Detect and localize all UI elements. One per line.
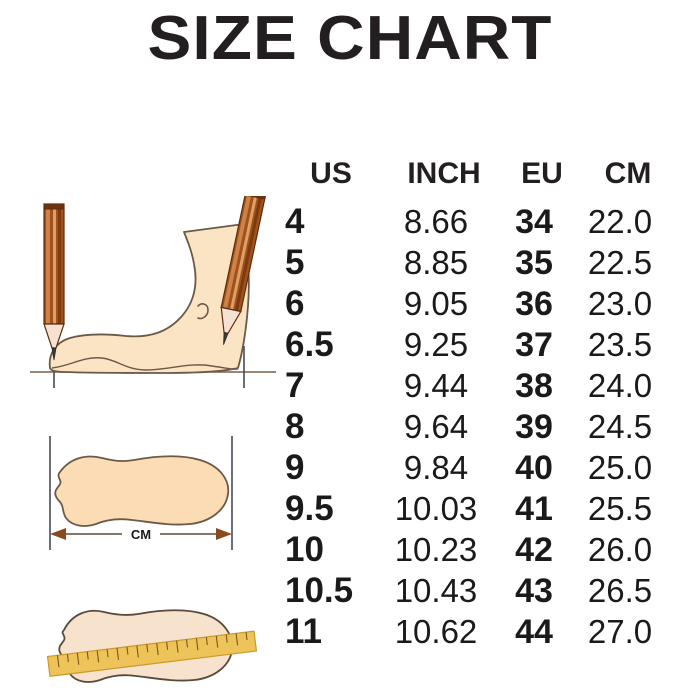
cell-eu: 44 <box>515 613 553 651</box>
table-row: 6 9.05 36 23.0 <box>285 284 675 325</box>
cm-dimension-label: CM <box>131 527 151 542</box>
cell-us: 6.5 <box>285 325 334 364</box>
cell-inch: 9.44 <box>403 367 469 404</box>
cell-eu: 43 <box>515 572 553 610</box>
cell-cm: 23.0 <box>587 285 653 322</box>
cell-us: 11 <box>285 612 322 651</box>
arrow-left <box>50 528 66 540</box>
table-row: 9.5 10.03 41 25.5 <box>285 489 675 530</box>
cell-eu: 35 <box>515 244 553 282</box>
cell-inch: 10.43 <box>394 572 478 609</box>
cell-inch: 10.03 <box>394 490 478 527</box>
cell-inch: 8.66 <box>403 203 469 240</box>
tape-ticks <box>56 632 248 668</box>
footprint-tape-illustration <box>46 609 258 683</box>
ankle-mark <box>197 303 209 320</box>
cell-inch: 9.25 <box>403 326 469 363</box>
cell-cm: 22.5 <box>587 244 653 281</box>
cell-cm: 26.0 <box>587 531 653 568</box>
page-title: SIZE CHART <box>147 4 553 73</box>
table-row: 5 8.85 35 22.5 <box>285 243 675 284</box>
size-table: US INCH EU CM 4 8.66 34 22.0 5 8.85 35 22.5 6 9.0… <box>285 146 675 653</box>
foot-side-view-illustration <box>30 196 276 388</box>
cell-us: 10.5 <box>285 571 354 610</box>
cell-inch: 9.05 <box>403 285 469 322</box>
cell-inch: 10.62 <box>394 613 478 650</box>
cell-cm: 26.5 <box>587 572 653 609</box>
cell-us: 9.5 <box>285 489 334 528</box>
cell-eu: 37 <box>515 326 553 364</box>
table-row: 4 8.66 34 22.0 <box>285 202 675 243</box>
table-header-row: US INCH EU CM <box>285 146 675 202</box>
table-row: 6.5 9.25 37 23.5 <box>285 325 675 366</box>
cell-cm: 24.5 <box>587 408 653 445</box>
cell-eu: 36 <box>515 285 553 323</box>
sole-contour <box>51 357 239 371</box>
measuring-tape <box>46 630 258 678</box>
cell-cm: 23.5 <box>587 326 653 363</box>
column-header-us: US <box>310 157 352 190</box>
cell-inch: 10.23 <box>394 531 478 568</box>
table-row: 10.5 10.43 43 26.5 <box>285 571 675 612</box>
cell-eu: 42 <box>515 531 553 569</box>
column-header-inch: INCH <box>407 157 481 190</box>
tape-body <box>46 630 258 678</box>
pencil-right <box>220 196 267 345</box>
table-row: 10 10.23 42 26.0 <box>285 530 675 571</box>
table-row: 9 9.84 40 25.0 <box>285 448 675 489</box>
column-header-cm: CM <box>604 157 652 190</box>
cell-cm: 25.5 <box>587 490 653 527</box>
cell-cm: 24.0 <box>587 367 653 404</box>
foot-side-silhouette <box>48 223 250 374</box>
cm-label-backdrop <box>122 525 160 543</box>
cell-us: 5 <box>285 243 305 282</box>
table-row: 7 9.44 38 24.0 <box>285 366 675 407</box>
cell-us: 7 <box>285 366 305 405</box>
cell-eu: 38 <box>515 367 553 405</box>
cell-eu: 34 <box>515 203 553 241</box>
cell-inch: 9.64 <box>403 408 469 445</box>
cell-cm: 27.0 <box>587 613 653 650</box>
table-body: 4 8.66 34 22.0 5 8.85 35 22.5 6 9.05 36 23.0 6.5 9.25… <box>285 202 675 653</box>
cell-eu: 40 <box>515 449 553 487</box>
column-header-eu: EU <box>521 157 563 190</box>
pencil-left <box>43 203 65 361</box>
cell-inch: 8.85 <box>403 244 469 281</box>
footprint-dimension-illustration: CM <box>49 436 233 550</box>
table-row: 11 10.62 44 27.0 <box>285 612 675 653</box>
footprint-outline <box>54 455 230 527</box>
cell-cm: 22.0 <box>587 203 653 240</box>
cell-us: 10 <box>285 530 324 569</box>
cell-cm: 25.0 <box>587 449 653 486</box>
cell-us: 8 <box>285 407 305 446</box>
cell-us: 6 <box>285 284 305 323</box>
table-row: 8 9.64 39 24.5 <box>285 407 675 448</box>
arrow-right <box>216 528 232 540</box>
cell-us: 9 <box>285 448 305 487</box>
cell-us: 4 <box>285 202 305 241</box>
cell-eu: 41 <box>515 490 553 528</box>
cell-inch: 9.84 <box>403 449 469 486</box>
cell-eu: 39 <box>515 408 553 446</box>
